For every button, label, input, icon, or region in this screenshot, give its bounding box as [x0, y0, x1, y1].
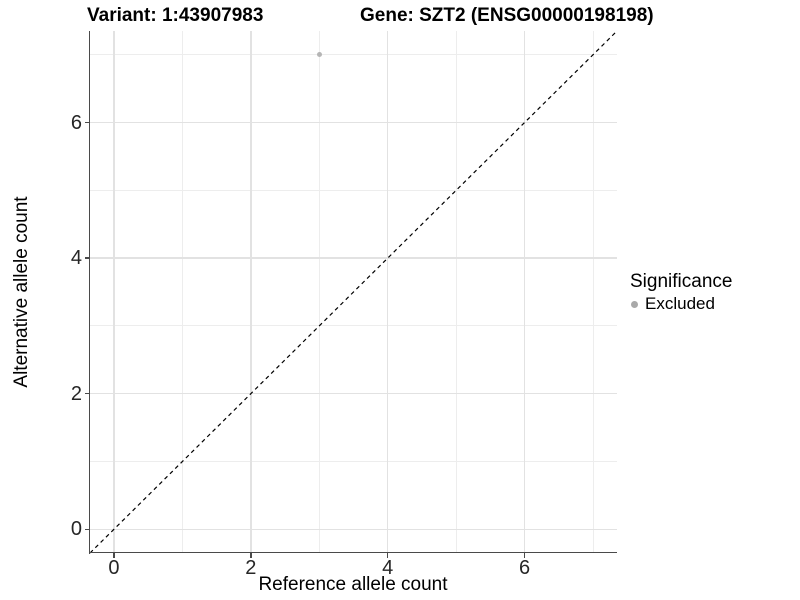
plot-panel: [89, 30, 618, 554]
gridline-x-major: [113, 31, 115, 553]
y-tick-label: 2: [70, 382, 82, 405]
data-point: [316, 52, 322, 58]
legend-title: Significance: [630, 271, 733, 292]
gridline-x-major: [250, 31, 252, 553]
x-axis-tick: [523, 553, 526, 558]
gridline-y-minor: [90, 189, 617, 191]
x-tick-label: 4: [382, 557, 394, 579]
gridline-x-minor: [455, 31, 457, 553]
x-tick-label: 2: [245, 557, 257, 579]
x-axis-tick: [113, 553, 115, 558]
y-axis-line: [88, 31, 90, 554]
plot-title-gene: Gene: SZT2 (ENSG00000198198): [360, 5, 654, 26]
gridline-y-major: [90, 528, 617, 530]
gridline-x-minor: [592, 31, 594, 553]
gridline-y-major: [90, 121, 617, 124]
x-axis-title: Reference allele count: [258, 574, 448, 595]
gridline-x-major: [523, 31, 526, 553]
gridline-x-minor: [181, 31, 183, 553]
y-tick-label: 4: [70, 247, 82, 270]
x-tick-label: 0: [108, 557, 120, 579]
legend-point-icon: [631, 300, 638, 308]
y-axis-tick: [85, 392, 90, 395]
gridline-y-minor: [90, 54, 617, 56]
x-tick-label: 6: [519, 557, 531, 579]
y-axis-tick: [85, 121, 90, 124]
gridline-x-minor: [318, 31, 320, 553]
gridline-y-major: [90, 392, 617, 395]
identity-reference-line: [89, 30, 618, 554]
y-tick-label: 6: [70, 111, 82, 134]
gridline-x-major: [387, 31, 389, 553]
x-axis-tick: [250, 553, 252, 558]
legend: Significance Excluded: [630, 271, 732, 314]
x-axis-line: [88, 551, 617, 553]
y-axis-tick: [85, 257, 90, 259]
gridline-y-major: [90, 257, 617, 259]
gridline-y-minor: [90, 460, 617, 462]
y-axis-tick: [85, 528, 90, 531]
legend-item-excluded: Excluded: [630, 294, 732, 314]
x-axis-tick: [386, 553, 389, 558]
legend-label: Excluded: [645, 294, 715, 313]
y-axis-title: Alternative allele count: [11, 196, 32, 388]
gridline-y-minor: [90, 325, 617, 327]
y-tick-label: 0: [70, 518, 82, 541]
plot-title-variant: Variant: 1:43907983: [87, 5, 264, 26]
